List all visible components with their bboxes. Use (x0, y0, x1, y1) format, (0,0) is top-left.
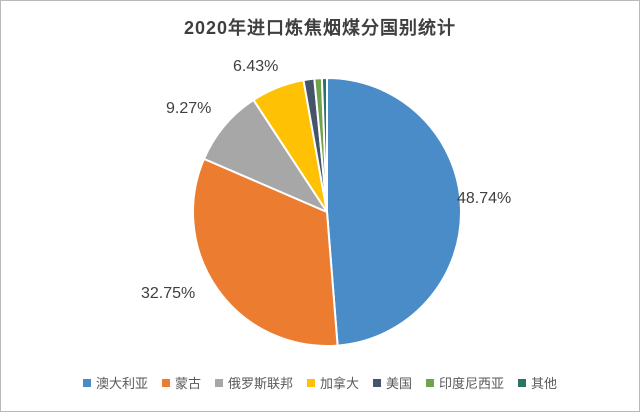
legend-label: 澳大利亚 (95, 376, 148, 391)
legend-label: 蒙古 (174, 376, 201, 391)
legend-label: 其他 (531, 376, 558, 391)
data-label-russia: 9.27% (166, 100, 212, 117)
legend: 澳大利亚 蒙古 俄罗斯联邦 加拿大 美国 印度尼西亚 其他 (0, 373, 640, 392)
legend-item-6[interactable]: 印度尼西亚 (426, 373, 504, 392)
legend-item-5[interactable]: 美国 (373, 373, 412, 392)
legend-item-2[interactable]: 蒙古 (161, 373, 201, 392)
pie-slice-3[interactable] (202, 98, 328, 213)
legend-label: 俄罗斯联邦 (227, 376, 293, 391)
data-label-canada: 6.43% (233, 58, 279, 75)
legend-item-3[interactable]: 俄罗斯联邦 (214, 373, 293, 392)
legend-marker (373, 378, 381, 387)
legend-item-1[interactable]: 澳大利亚 (82, 373, 148, 392)
legend-marker (82, 378, 91, 387)
legend-item-4[interactable]: 加拿大 (306, 373, 359, 392)
pie-slice-1[interactable] (326, 77, 462, 347)
legend-label: 印度尼西亚 (439, 376, 505, 391)
data-label-australia: 48.74% (457, 190, 512, 207)
legend-marker (214, 378, 223, 387)
data-label-mongolia: 32.75% (141, 285, 196, 302)
pie-slice-7[interactable] (320, 77, 328, 213)
legend-marker (518, 378, 527, 387)
pie-slice-2[interactable] (192, 157, 339, 347)
legend-marker (426, 378, 435, 387)
chart-title: 2020年进口炼焦烟煤分国别统计 (183, 18, 457, 38)
legend-label: 美国 (386, 376, 413, 391)
legend-marker (161, 378, 170, 387)
legend-label: 加拿大 (319, 376, 359, 391)
legend-item-7[interactable]: 其他 (518, 373, 557, 392)
legend-marker (306, 378, 315, 387)
